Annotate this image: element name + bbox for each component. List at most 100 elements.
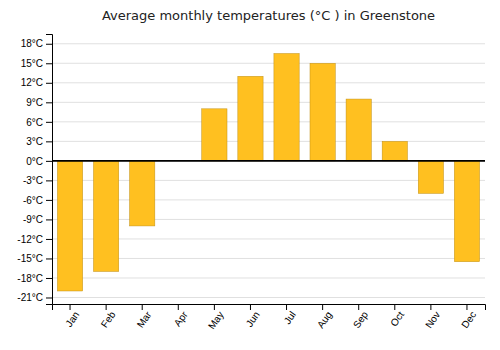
x-tick-mark <box>70 304 71 310</box>
y-tick-mark <box>46 200 52 201</box>
y-tick-mark <box>46 258 52 259</box>
plot: -21°C -18°C -15°C -12°C -9°C -6°C -3°C 0°C 3°C 6°… <box>17 35 485 332</box>
x-tick-label: Sep <box>351 309 370 330</box>
y-tick: 9°C <box>26 97 52 108</box>
bar <box>418 161 443 194</box>
bar <box>382 141 407 161</box>
grid-line <box>52 141 485 142</box>
grid-line <box>52 43 485 44</box>
x-tick-mark <box>142 304 143 310</box>
y-tick-label: 12°C <box>21 77 43 88</box>
x-tick: Jan <box>63 304 81 329</box>
y-tick-mark <box>46 239 52 240</box>
x-tick: Jun <box>244 304 262 329</box>
y-tick: -21°C <box>17 292 52 303</box>
grid-line <box>52 63 485 64</box>
y-tick: 6°C <box>26 117 52 128</box>
x-tick: Nov <box>423 304 442 330</box>
x-tick: May <box>206 304 226 331</box>
x-tick-label: Dec <box>459 309 478 330</box>
y-tick-mark <box>46 102 52 103</box>
bar <box>57 161 82 291</box>
x-tick-label: Oct <box>388 309 406 328</box>
grid-line <box>52 82 485 83</box>
x-tick: Aug <box>315 304 334 330</box>
y-tick-label: -3°C <box>23 175 43 186</box>
title: Average monthly temperatures (°C ) in Gr… <box>102 8 435 23</box>
x-tick: Sep <box>351 304 370 330</box>
y-tick-label: -9°C <box>23 214 43 225</box>
x-tick-label: Jun <box>244 309 262 329</box>
y-tick-mark <box>46 297 52 298</box>
grid-line <box>52 102 485 103</box>
x-tick-label: Feb <box>99 309 118 330</box>
y-tick-mark <box>46 44 52 45</box>
x-axis-line <box>53 305 486 311</box>
bar <box>130 161 155 226</box>
x-tick: Jul <box>282 304 298 326</box>
y-tick: 18°C <box>21 38 52 49</box>
y-tick-label: -15°C <box>17 253 43 264</box>
y-tick: -3°C <box>23 175 52 186</box>
bar <box>310 63 335 161</box>
y-tick-mark <box>46 278 52 279</box>
x-tick-mark <box>214 304 215 310</box>
y-tick: -15°C <box>17 253 52 264</box>
x-tick-mark <box>358 304 359 310</box>
y-tick-label: -12°C <box>17 234 43 245</box>
x-tick-label: Jul <box>282 309 298 326</box>
x-tick-label: Apr <box>172 309 190 329</box>
y-tick: 3°C <box>26 136 52 147</box>
x-tick-mark <box>394 304 395 310</box>
y-tick-label: -18°C <box>17 273 43 284</box>
grid <box>52 44 485 298</box>
zero-line <box>52 160 485 162</box>
x-tick: Apr <box>172 304 190 328</box>
x-tick-mark <box>250 304 251 310</box>
bar <box>346 99 371 161</box>
y-tick-label: 3°C <box>26 136 43 147</box>
y-tick-label: 9°C <box>26 97 43 108</box>
bars <box>57 54 479 291</box>
y-tick: 0°C <box>26 156 52 167</box>
y-tick-label: 15°C <box>21 58 43 69</box>
x-tick-mark <box>106 304 107 310</box>
y-tick: 12°C <box>21 77 52 88</box>
bar <box>274 54 299 161</box>
y-tick-mark <box>46 161 52 162</box>
y-tick-mark <box>46 180 52 181</box>
y-tick-mark <box>46 219 52 220</box>
x-tick-label: May <box>206 309 226 331</box>
x-axis: Jan Feb Mar Apr May Jun Jul Aug Sep Oct Nov Dec <box>53 304 486 331</box>
bar <box>454 161 479 262</box>
y-tick: -12°C <box>17 234 52 245</box>
y-tick-mark <box>46 122 52 123</box>
x-tick: Mar <box>135 304 154 330</box>
x-tick-label: Aug <box>315 309 334 330</box>
x-tick-label: Jan <box>63 309 81 329</box>
y-tick-label: 0°C <box>26 156 43 167</box>
x-tick-mark <box>286 304 287 310</box>
y-tick-mark <box>46 141 52 142</box>
grid-line <box>52 160 485 161</box>
y-tick: -18°C <box>17 273 52 284</box>
y-tick-label: -6°C <box>23 195 43 206</box>
x-tick: Dec <box>459 304 478 330</box>
y-tick-mark <box>46 63 52 64</box>
x-tick-label: Nov <box>423 309 442 330</box>
y-tick: 15°C <box>21 58 52 69</box>
x-tick-mark <box>466 304 467 310</box>
y-tick: -9°C <box>23 214 52 225</box>
y-axis-line <box>46 35 53 305</box>
bar <box>93 161 118 272</box>
y-tick-mark <box>46 83 52 84</box>
y-tick-label: -21°C <box>17 292 43 303</box>
grid-line <box>52 121 485 122</box>
x-tick-mark <box>322 304 323 310</box>
x-tick-mark <box>178 304 179 310</box>
bar <box>238 76 263 161</box>
grid-line <box>52 277 485 278</box>
x-tick-mark <box>430 304 431 310</box>
grid-line <box>52 297 485 298</box>
y-tick-label: 18°C <box>21 38 43 49</box>
